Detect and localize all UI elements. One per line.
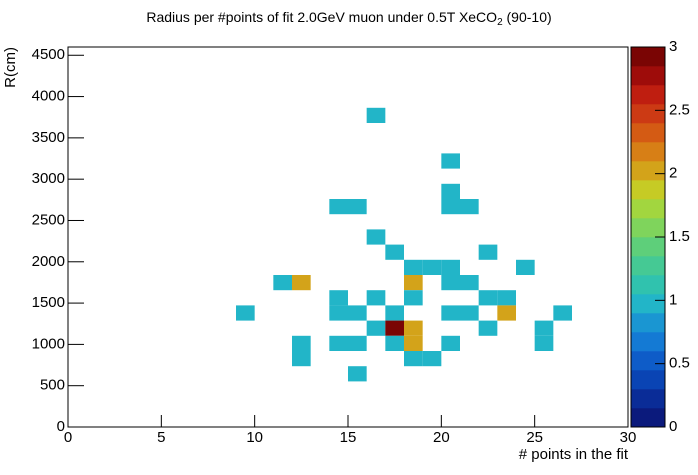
cell (441, 153, 460, 169)
z-tick-label: 1 (669, 291, 677, 308)
y-tick-label: 2500 (32, 211, 65, 228)
z-tick-label: 0.5 (669, 355, 690, 372)
y-tick-label: 4500 (32, 46, 65, 63)
cell (292, 275, 311, 291)
cell (460, 199, 479, 215)
y-tick-label: 3500 (32, 129, 65, 146)
palette-band (631, 275, 665, 295)
x-tick-label: 0 (64, 429, 72, 446)
cell (553, 305, 572, 321)
palette-band (631, 256, 665, 276)
cell (516, 259, 535, 275)
cell (292, 351, 311, 367)
z-tick-label: 0 (669, 418, 677, 435)
x-tick-label: 15 (340, 429, 357, 446)
x-tick-label: 25 (526, 429, 543, 446)
x-tick-label: 30 (620, 429, 637, 446)
palette-band (631, 237, 665, 257)
z-tick-label: 3 (669, 38, 677, 55)
cell (441, 199, 460, 215)
palette-band (631, 180, 665, 200)
y-axis-label: R(cm) (2, 47, 19, 88)
cell (366, 229, 386, 245)
x-tick-label: 10 (246, 429, 263, 446)
palette-band (631, 313, 665, 333)
chart-title: Radius per #points of fit 2.0GeV muon un… (146, 9, 551, 28)
cell (404, 320, 423, 336)
cell (348, 366, 367, 382)
cell (366, 320, 386, 336)
cell (404, 290, 423, 306)
palette-band (631, 351, 665, 371)
palette-band (631, 408, 665, 428)
cell (348, 199, 367, 215)
cell (441, 335, 460, 351)
palette-band (631, 161, 665, 181)
cell (329, 335, 348, 351)
x-tick-label: 5 (157, 429, 165, 446)
cell (497, 305, 516, 321)
palette-band (631, 47, 665, 67)
palette-band (631, 370, 665, 390)
cell (236, 305, 255, 321)
cell (385, 305, 404, 321)
cell (422, 351, 442, 367)
cell (441, 275, 460, 291)
palette-band (631, 66, 665, 86)
y-tick-label: 2000 (32, 253, 65, 270)
palette-band (631, 85, 665, 105)
cell (404, 259, 423, 275)
cell (460, 305, 479, 321)
y-tick-label: 1500 (32, 294, 65, 311)
x-tick-label: 20 (433, 429, 450, 446)
cell (460, 275, 479, 291)
cell (329, 290, 348, 306)
palette-band (631, 104, 665, 124)
palette-band (631, 199, 665, 219)
cell (534, 335, 554, 351)
cell (404, 335, 423, 351)
cell (478, 290, 498, 306)
cell (478, 244, 498, 260)
cell (348, 305, 367, 321)
z-tick-label: 1.5 (669, 228, 690, 245)
cell (441, 305, 460, 321)
palette-band (631, 294, 665, 314)
cell (385, 244, 404, 260)
cell (366, 290, 386, 306)
palette-band (631, 123, 665, 143)
y-tick-label: 1000 (32, 335, 65, 352)
cell (404, 351, 423, 367)
x-axis-label: # points in the fit (519, 446, 629, 463)
cell (366, 107, 386, 123)
cell (329, 199, 348, 215)
cell (497, 290, 516, 306)
cell (385, 320, 404, 336)
y-tick-label: 500 (40, 377, 65, 394)
y-tick-label: 0 (57, 418, 65, 435)
cell (385, 335, 404, 351)
z-tick-label: 2 (669, 165, 677, 182)
palette-band (631, 389, 665, 409)
cell (478, 320, 498, 336)
cell (404, 275, 423, 291)
cell (441, 259, 460, 275)
cell (441, 183, 460, 199)
y-tick-label: 4000 (32, 88, 65, 105)
palette-band (631, 218, 665, 238)
z-tick-label: 2.5 (669, 101, 690, 118)
y-tick-label: 3000 (32, 170, 65, 187)
cell (329, 305, 348, 321)
cell (422, 259, 442, 275)
cell (273, 275, 292, 291)
palette-band (631, 332, 665, 352)
cell (292, 335, 311, 351)
cell (534, 320, 554, 336)
cell (348, 335, 367, 351)
palette-band (631, 142, 665, 162)
